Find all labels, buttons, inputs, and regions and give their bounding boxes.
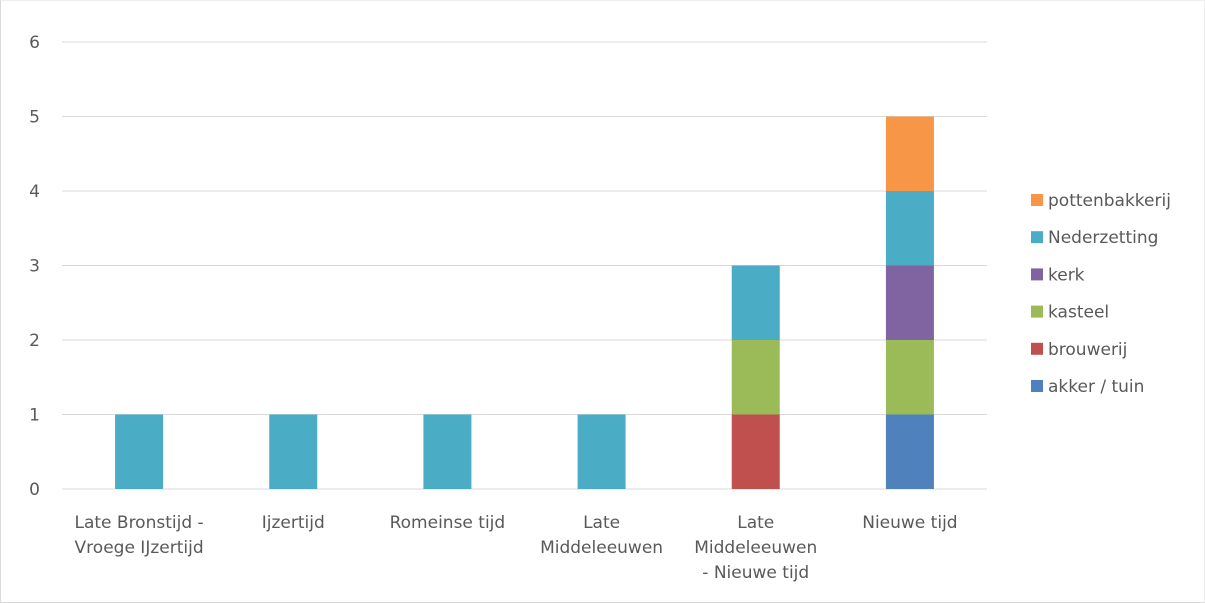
x-tick-label-line: Vroege IJzertijd	[75, 538, 204, 558]
legend-swatch	[1031, 342, 1043, 355]
bar-segment	[885, 414, 934, 489]
y-axis: 0 1 2 3 4 5 6	[29, 33, 40, 500]
x-tick-label-line: Middeleeuwen	[694, 538, 817, 558]
bar-segment	[885, 265, 934, 340]
bars	[115, 116, 934, 489]
x-tick-label: Romeinse tijd	[390, 513, 506, 533]
x-tick-label-line: Late Bronstijd -	[74, 513, 203, 533]
bar-segment	[731, 414, 780, 489]
x-tick-label-line: Nieuwe tijd	[862, 513, 957, 533]
bar-segment	[115, 414, 164, 489]
legend-label: kerk	[1048, 265, 1085, 285]
y-tick-label: 2	[29, 331, 40, 351]
x-tick-label-line: - Nieuwe tijd	[702, 563, 809, 583]
legend-label: akker / tuin	[1048, 377, 1144, 397]
bar-segment	[885, 340, 934, 415]
legend-label: pottenbakkerij	[1048, 191, 1171, 211]
x-tick-label-line: Late	[737, 513, 774, 533]
legend-label: Nederzetting	[1048, 228, 1158, 248]
y-tick-label: 4	[29, 182, 40, 202]
gridlines	[62, 41, 987, 490]
x-tick-label: Late Bronstijd - Vroege IJzertijd	[74, 513, 203, 558]
x-axis: Late Bronstijd - Vroege IJzertijd Ijzertij…	[74, 513, 957, 583]
x-tick-label: Nieuwe tijd	[862, 513, 957, 533]
bar-segment	[269, 414, 318, 489]
x-tick-label: Late Middeleeuwen	[540, 513, 663, 558]
bar-segment	[885, 191, 934, 266]
legend: pottenbakkerij Nederzetting kerk kasteel bro…	[1031, 191, 1171, 397]
legend-swatch	[1031, 194, 1043, 206]
legend-swatch	[1031, 380, 1043, 392]
legend-label: kasteel	[1048, 303, 1109, 323]
legend-swatch	[1031, 305, 1043, 318]
y-tick-label: 5	[29, 108, 40, 128]
y-tick-label: 3	[29, 257, 40, 277]
bar-segment	[731, 340, 780, 415]
legend-label: brouwerij	[1048, 340, 1127, 360]
x-tick-label-line: Late	[583, 513, 620, 533]
x-tick-label: Late Middeleeuwen - Nieuwe tijd	[694, 513, 817, 583]
legend-swatch	[1031, 231, 1043, 244]
legend-swatch	[1031, 268, 1043, 281]
bar-segment	[423, 414, 472, 489]
x-tick-label-line: Ijzertijd	[262, 513, 325, 533]
y-tick-label: 0	[29, 480, 40, 500]
bar-segment	[577, 414, 626, 489]
bar-segment	[885, 116, 934, 191]
x-tick-label: Ijzertijd	[262, 513, 325, 533]
y-tick-label: 6	[29, 33, 40, 53]
bar-segment	[731, 265, 780, 340]
x-tick-label-line: Middeleeuwen	[540, 538, 663, 558]
y-tick-label: 1	[29, 406, 40, 426]
x-tick-label-line: Romeinse tijd	[390, 513, 506, 533]
